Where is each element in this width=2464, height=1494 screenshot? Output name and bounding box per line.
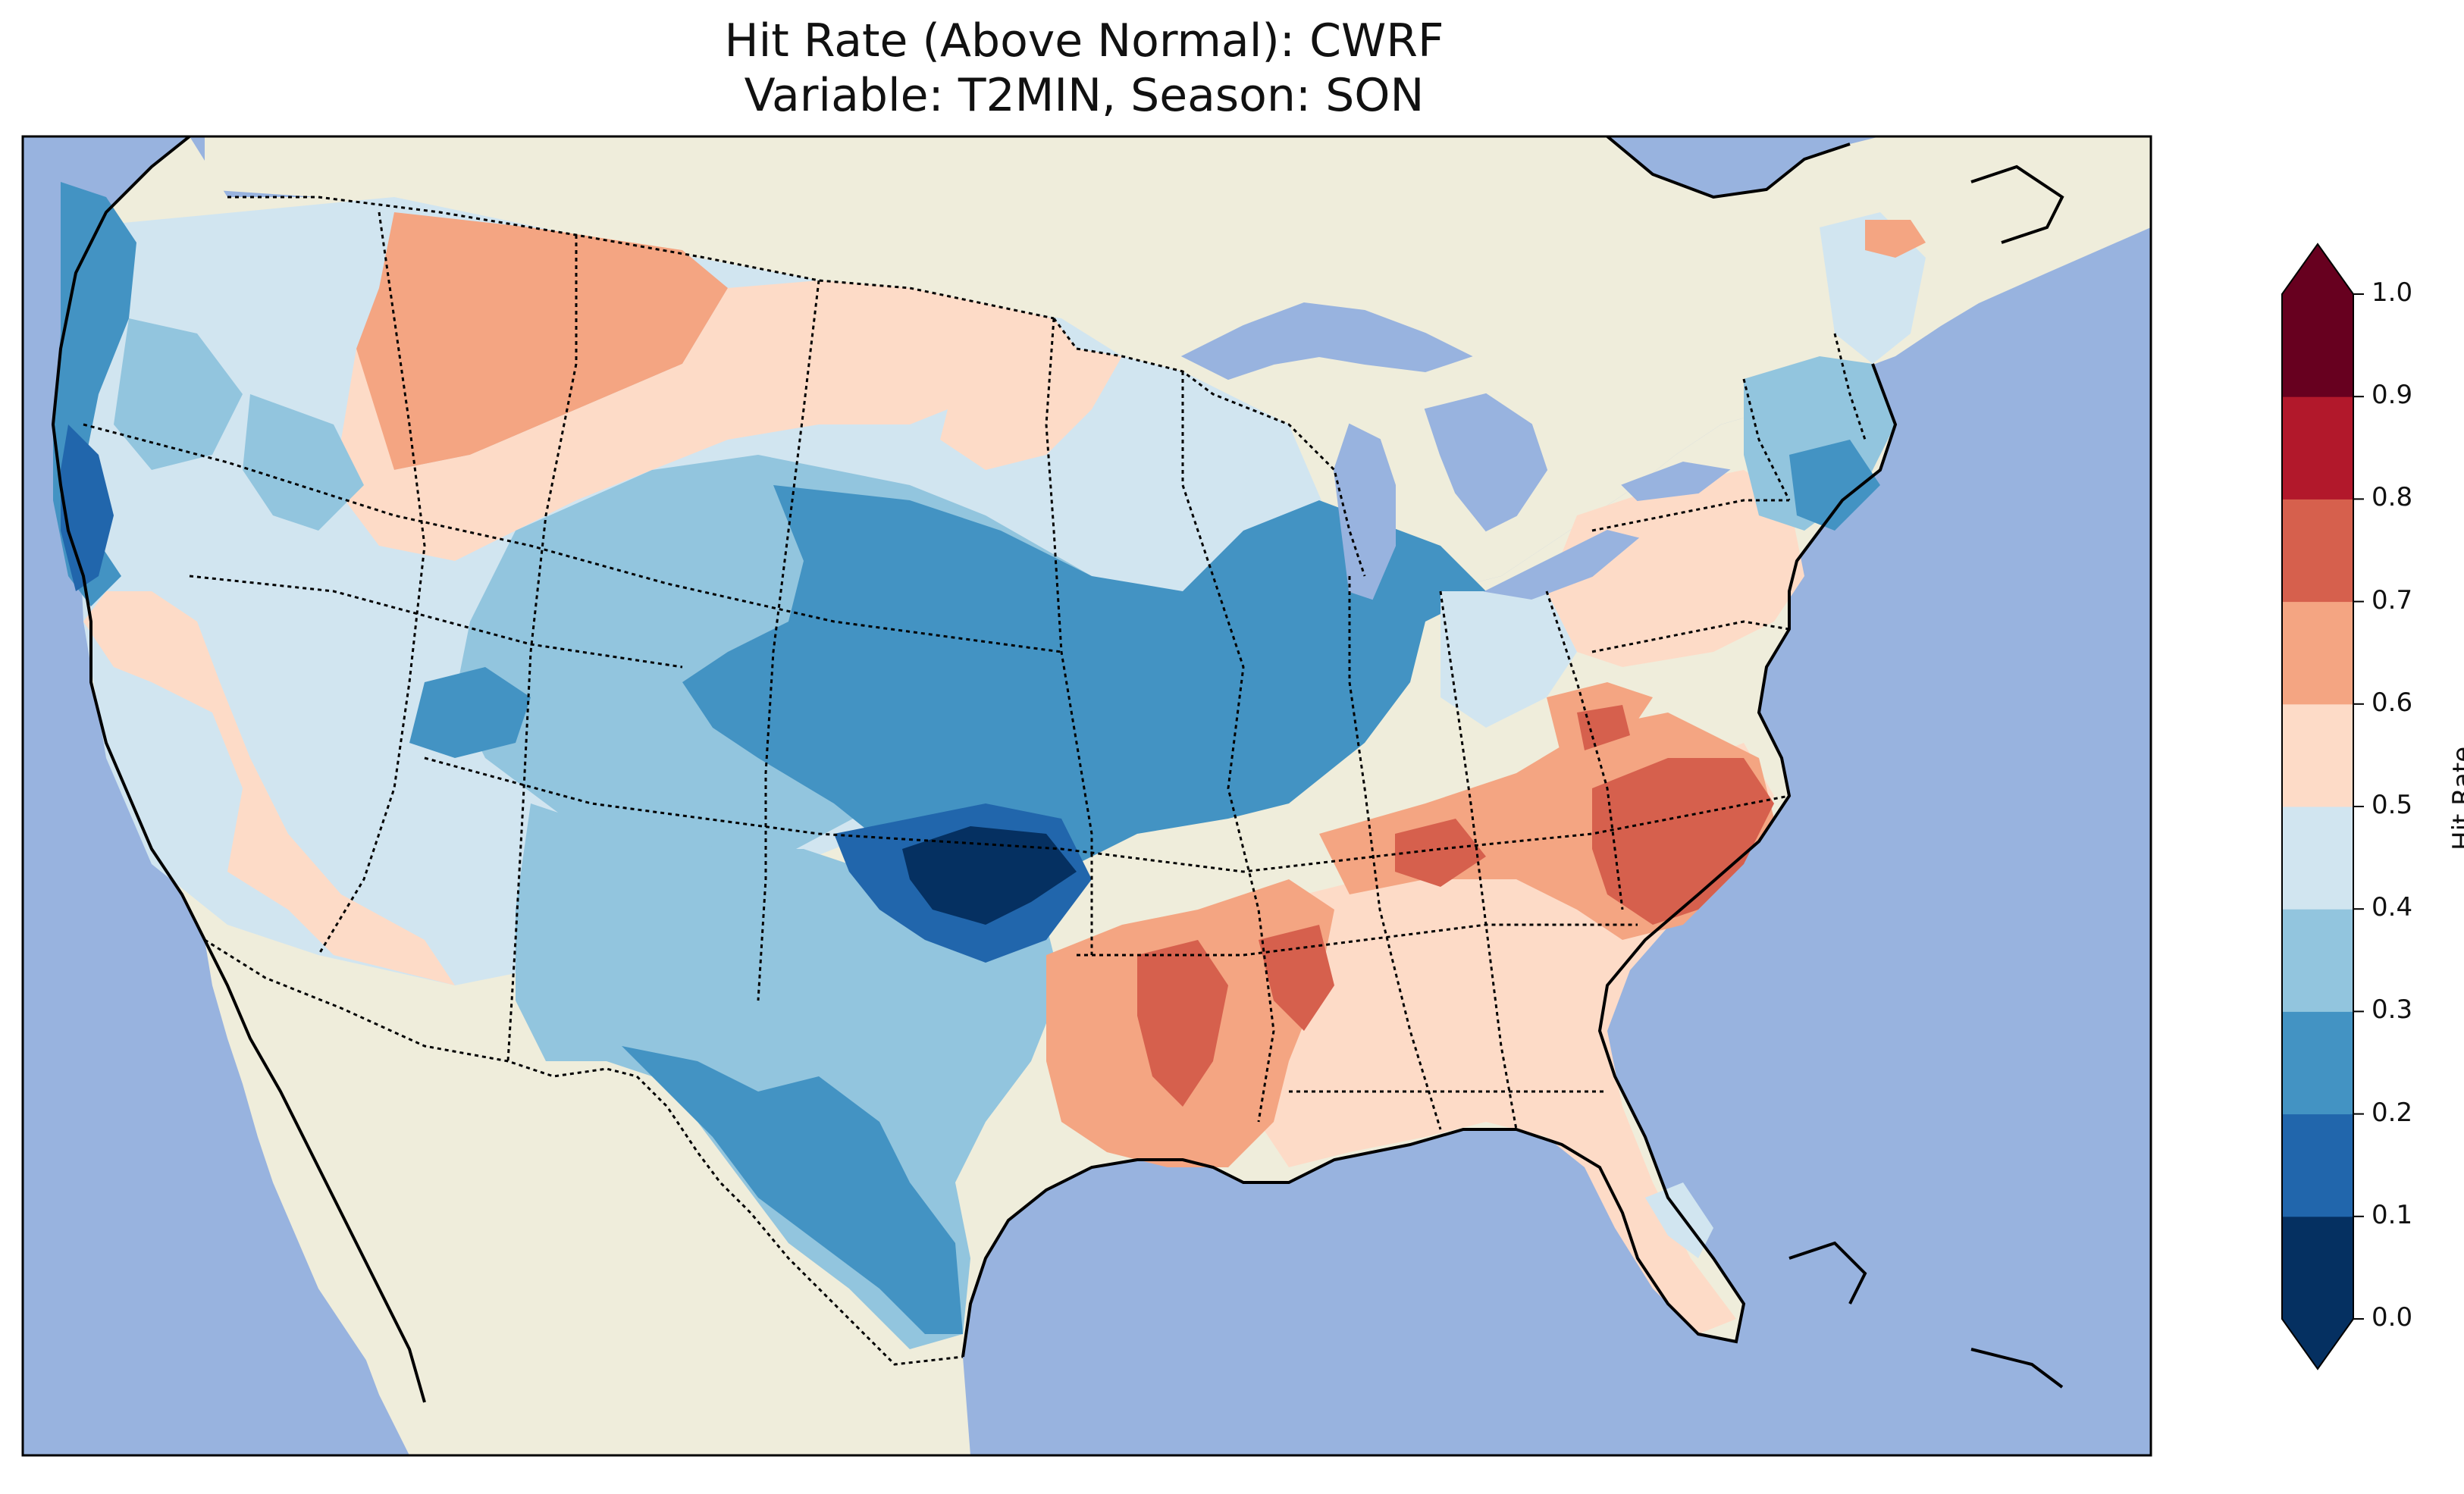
lake-michigan [1333, 423, 1396, 600]
colorbar-tick-label: 0.5 [2372, 790, 2413, 820]
colorbar-tick-label: 0.2 [2372, 1097, 2413, 1128]
colorbar-segment [2282, 807, 2353, 910]
colorbar-tick-label: 0.8 [2372, 482, 2413, 513]
title-line-1: Hit Rate (Above Normal): CWRF [724, 14, 1444, 67]
lake-superior [1180, 302, 1473, 381]
lake-erie [1483, 529, 1640, 600]
colorbar-segment [2282, 601, 2353, 705]
lake-huron [1424, 393, 1548, 532]
lake-ontario [1621, 461, 1731, 502]
colorbar-tick-label: 1.0 [2372, 277, 2413, 308]
colorbar-axis-label: Hit Rate [2447, 746, 2464, 850]
colorbar-tick-label: 0.7 [2372, 584, 2413, 615]
colorbar-tick-label: 0.4 [2372, 892, 2413, 923]
colorbar-segment [2282, 1011, 2353, 1115]
colorbar-segment [2282, 909, 2353, 1012]
country-borders [204, 318, 1366, 1366]
coastlines [51, 136, 2064, 1403]
title-line-2: Variable: T2MIN, Season: SON [744, 69, 1425, 122]
colorbar-segment [2282, 396, 2353, 500]
colorbar-extend-max [2282, 244, 2353, 294]
chart-title: Hit Rate (Above Normal): CWRF Variable: … [23, 14, 2146, 123]
colorbar-segment [2282, 294, 2353, 397]
colorbar-segment [2282, 703, 2353, 807]
colorbar-tick-label: 0.6 [2372, 687, 2413, 718]
baja-peninsula [205, 940, 425, 1417]
colorbar-segment [2282, 499, 2353, 603]
state-borders [83, 196, 1867, 1130]
colorbar-tick-label: 0.9 [2372, 380, 2413, 411]
colorbar-tick-label: 0.0 [2372, 1302, 2413, 1333]
colorbar-tick-label: 0.1 [2372, 1199, 2413, 1230]
colorbar-tick-label: 0.3 [2372, 994, 2413, 1026]
colorbar-segment [2282, 1113, 2353, 1217]
hit-rate-field [53, 182, 1926, 1349]
colorbar-extend-min [2282, 1319, 2353, 1369]
canada-land [205, 136, 2151, 599]
great-lakes [1180, 302, 1731, 600]
colorbar [2281, 243, 2364, 1370]
colorbar-segment [2282, 1216, 2353, 1320]
map-frame [21, 135, 2152, 1457]
